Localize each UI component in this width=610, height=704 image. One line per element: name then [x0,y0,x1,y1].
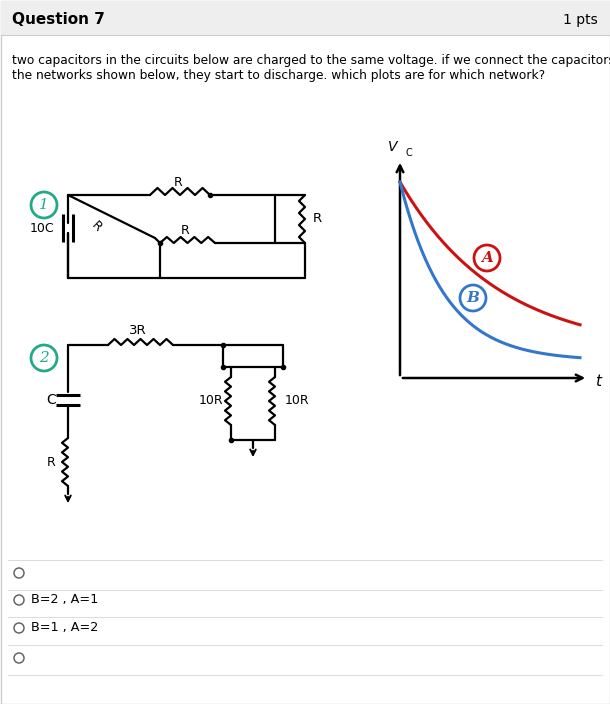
Text: R: R [88,220,104,234]
Text: 10C: 10C [29,222,54,234]
Text: 10R: 10R [198,394,223,408]
Text: R: R [181,225,189,237]
Bar [1,1,609,34]
Text: A: A [481,251,493,265]
Text: B=2 , A=1: B=2 , A=1 [31,593,98,607]
Text: R: R [47,455,56,468]
Text: B: B [467,291,479,305]
Text: Question 7: Question 7 [12,13,105,27]
Text: C: C [46,393,56,407]
Text: V: V [387,140,397,154]
Text: B=1 , A=2: B=1 , A=2 [31,622,98,634]
Text: 3R: 3R [129,325,147,337]
Text: t: t [595,374,601,389]
Text: 1 pts: 1 pts [563,13,598,27]
Text: two capacitors in the circuits below are charged to the same voltage. if we conn: two capacitors in the circuits below are… [12,54,610,67]
Text: 10R: 10R [285,394,310,408]
Text: the networks shown below, they start to discharge. which plots are for which net: the networks shown below, they start to … [12,69,545,82]
Text: R: R [174,177,182,189]
Text: 2: 2 [39,351,49,365]
Text: 1: 1 [39,198,49,212]
Text: R: R [313,213,322,225]
Text: C: C [405,148,412,158]
